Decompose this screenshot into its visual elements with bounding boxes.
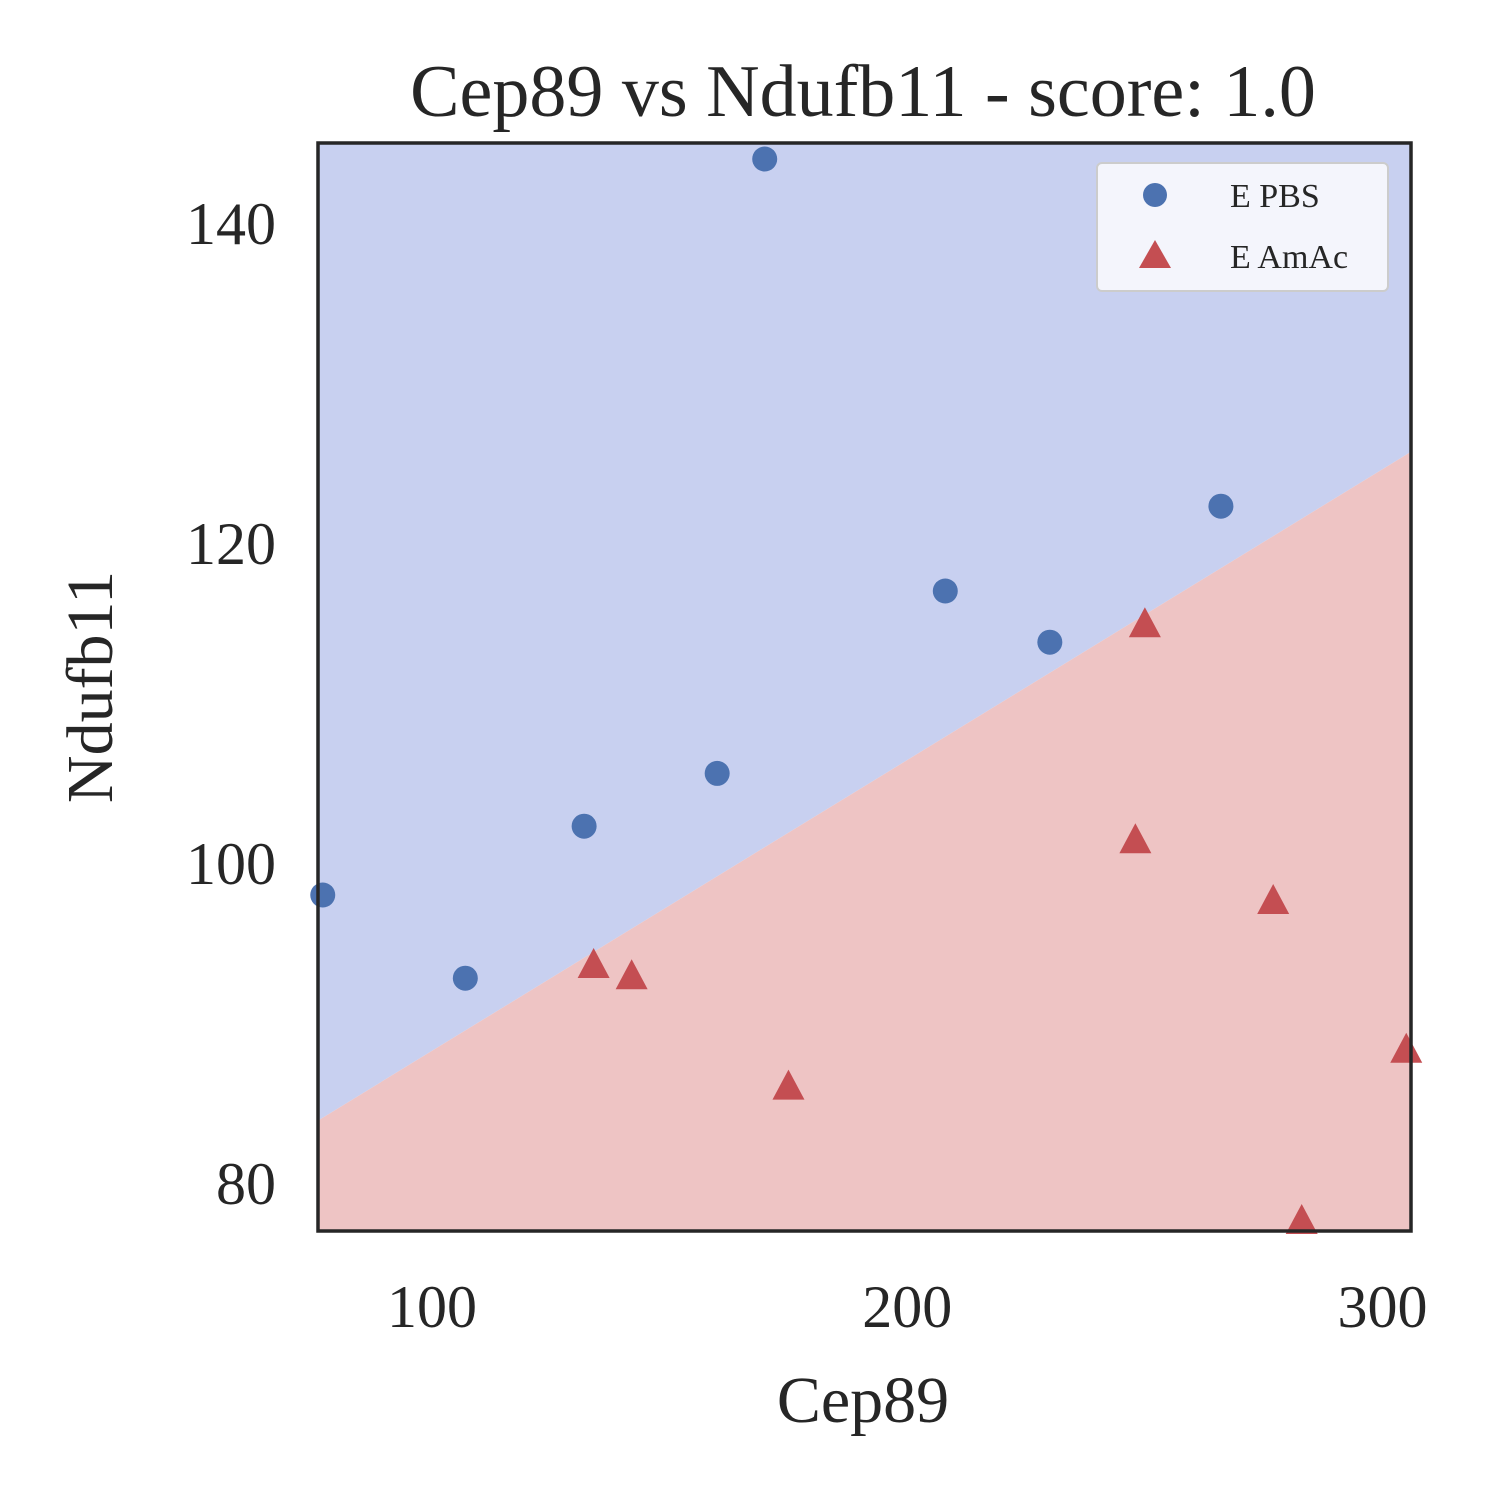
- data-point-series-1-1: [615, 959, 648, 990]
- plot-area: [310, 141, 1423, 1234]
- data-point-series-0-5: [932, 578, 958, 604]
- x-tick-label: 200: [862, 1274, 952, 1340]
- y-axis-label: Ndufb11: [54, 571, 127, 803]
- data-point-series-1-6: [1285, 1204, 1318, 1234]
- legend-box: [1096, 162, 1389, 292]
- x-tick-label: 300: [1337, 1274, 1427, 1340]
- data-point-series-0-0: [310, 882, 336, 908]
- data-point-series-0-7: [1208, 493, 1234, 519]
- x-axis-ticks: 100 200 300: [387, 1274, 1427, 1340]
- y-tick-label: 80: [216, 1151, 276, 1217]
- data-point-series-1-7: [1390, 1032, 1423, 1063]
- legend-label-e-amac: E AmAc: [1230, 239, 1348, 276]
- class-region-e-pbs: [318, 143, 1411, 1121]
- x-axis-label: Cep89: [777, 1364, 949, 1437]
- data-point-series-1-3: [1119, 823, 1152, 854]
- legend-label-e-pbs: E PBS: [1230, 178, 1320, 215]
- data-point-series-1-4: [1128, 607, 1161, 638]
- y-tick-label: 100: [186, 831, 276, 897]
- y-tick-label: 140: [186, 191, 276, 257]
- class-region-e-amac: [318, 451, 1411, 1231]
- y-tick-label: 120: [186, 511, 276, 577]
- plot-frame: [316, 141, 1413, 1233]
- legend: E PBS E AmAc: [1096, 162, 1389, 292]
- data-point-series-0-6: [1037, 629, 1063, 655]
- chart-title: Cep89 vs Ndufb11 - score: 1.0: [410, 51, 1316, 133]
- legend-marker-e-pbs: [1143, 183, 1167, 207]
- data-point-series-1-0: [577, 948, 610, 978]
- data-point-series-0-2: [571, 813, 597, 839]
- x-tick-label: 100: [387, 1274, 477, 1340]
- data-point-series-1-5: [1257, 884, 1290, 914]
- data-point-series-1-2: [772, 1069, 805, 1100]
- data-markers: [310, 146, 1423, 1234]
- legend-marker-e-amac: [1139, 240, 1171, 268]
- data-point-series-0-4: [752, 146, 778, 172]
- data-point-series-0-1: [452, 965, 478, 991]
- data-point-series-0-3: [704, 760, 730, 786]
- y-axis-ticks: 80 100 120 140: [186, 191, 276, 1217]
